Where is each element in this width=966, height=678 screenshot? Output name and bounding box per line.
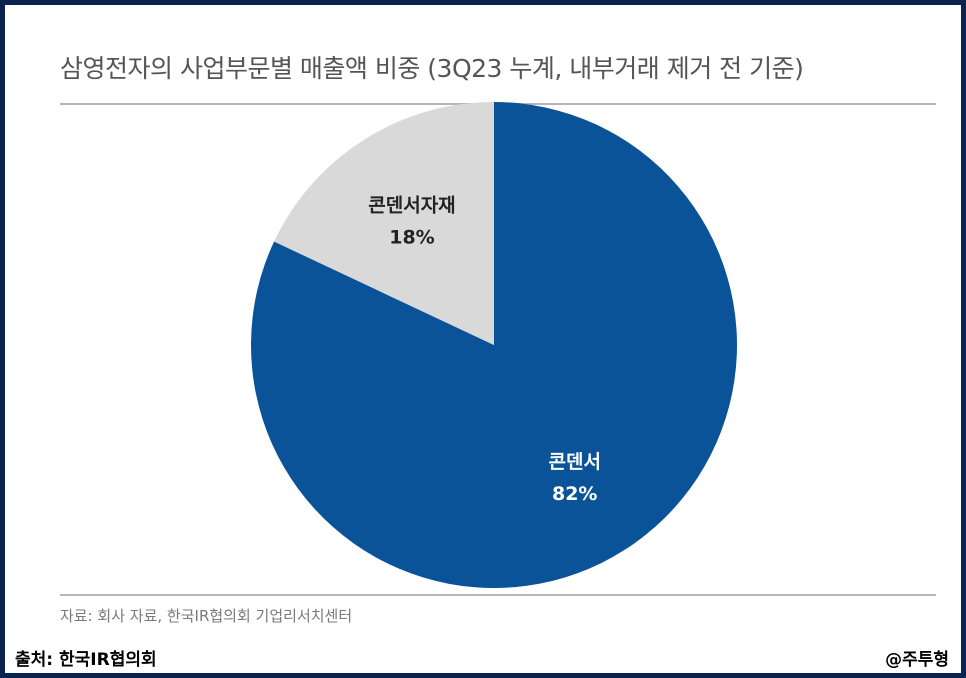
pie-slice-value-2: 18% [389,227,434,249]
pie-chart: 콘덴서 82% 콘덴서자재 18% [250,102,737,588]
footer-source: 출처: 한국IR협의회 [15,650,157,670]
pie-slice-label-2: 콘덴서자재 [368,195,455,217]
footer-author: @주투형 [885,650,949,670]
pie-slice-2 [274,102,494,345]
chart-title: 삼영전자의 사업부문별 매출액 비중 (3Q23 누계, 내부거래 제거 전 기… [60,54,804,83]
source-divider [60,594,936,596]
source-note: 자료: 회사 자료, 한국IR협의회 기업리서치센터 [60,607,353,625]
pie-slice-value-1: 82% [552,483,597,505]
pie-slice-label-1: 콘덴서 [549,451,601,473]
